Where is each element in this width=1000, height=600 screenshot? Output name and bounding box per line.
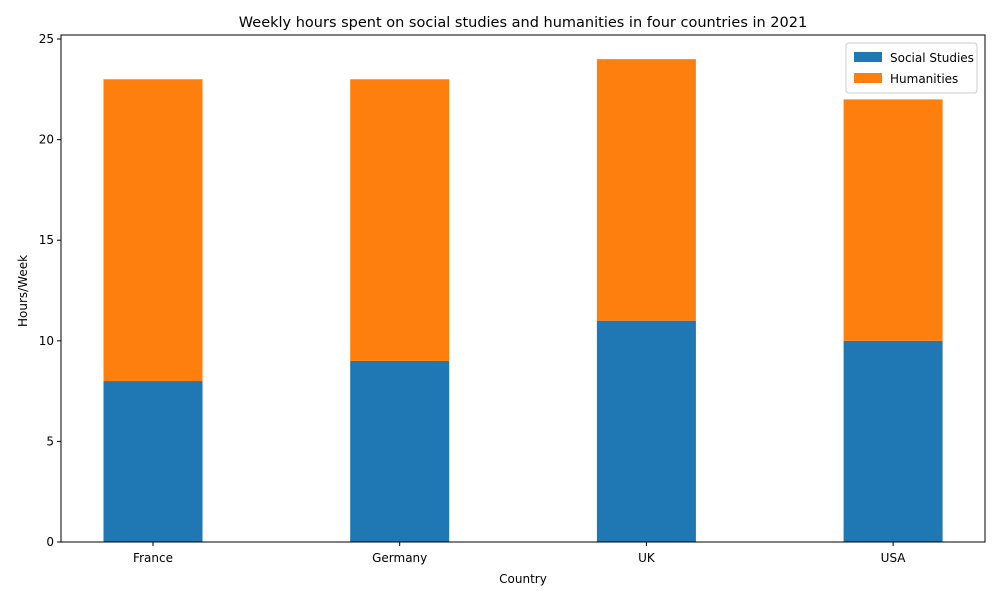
y-tick-label: 10 [39,334,54,348]
bar-humanities-france [103,79,203,382]
bar-social-studies-france [103,381,203,542]
chart-title: Weekly hours spent on social studies and… [239,15,807,31]
legend-label: Humanities [890,72,958,86]
bars-layer [103,59,943,542]
legend-swatch [854,73,882,83]
x-tick-label: UK [638,551,656,565]
legend: Social Studies Humanities [845,42,978,94]
y-tick-label: 5 [46,434,54,448]
bar-humanities-usa [843,99,943,341]
y-axis-label: Hours/Week [16,255,30,327]
x-tick-label: Germany [372,551,427,565]
axes-layer [60,34,986,543]
x-tick-label: France [133,551,173,565]
legend-label: Social Studies [890,51,974,65]
y-ticks-layer: 0 5 10 15 20 25 [39,32,61,549]
y-tick-label: 20 [39,133,54,147]
x-axis-label: Country [499,572,547,586]
plot-frame [60,34,986,543]
bar-humanities-uk [596,59,696,321]
x-ticks-layer: France Germany UK USA [133,542,906,565]
y-tick-label: 15 [39,233,54,247]
bar-social-studies-usa [843,340,943,542]
y-tick-label: 25 [39,32,54,46]
legend-swatch [854,52,882,62]
bar-humanities-germany [350,79,450,361]
bar-social-studies-uk [596,320,696,542]
x-tick-label: USA [881,551,907,565]
bar-social-studies-germany [350,360,450,542]
y-tick-label: 0 [46,535,54,549]
